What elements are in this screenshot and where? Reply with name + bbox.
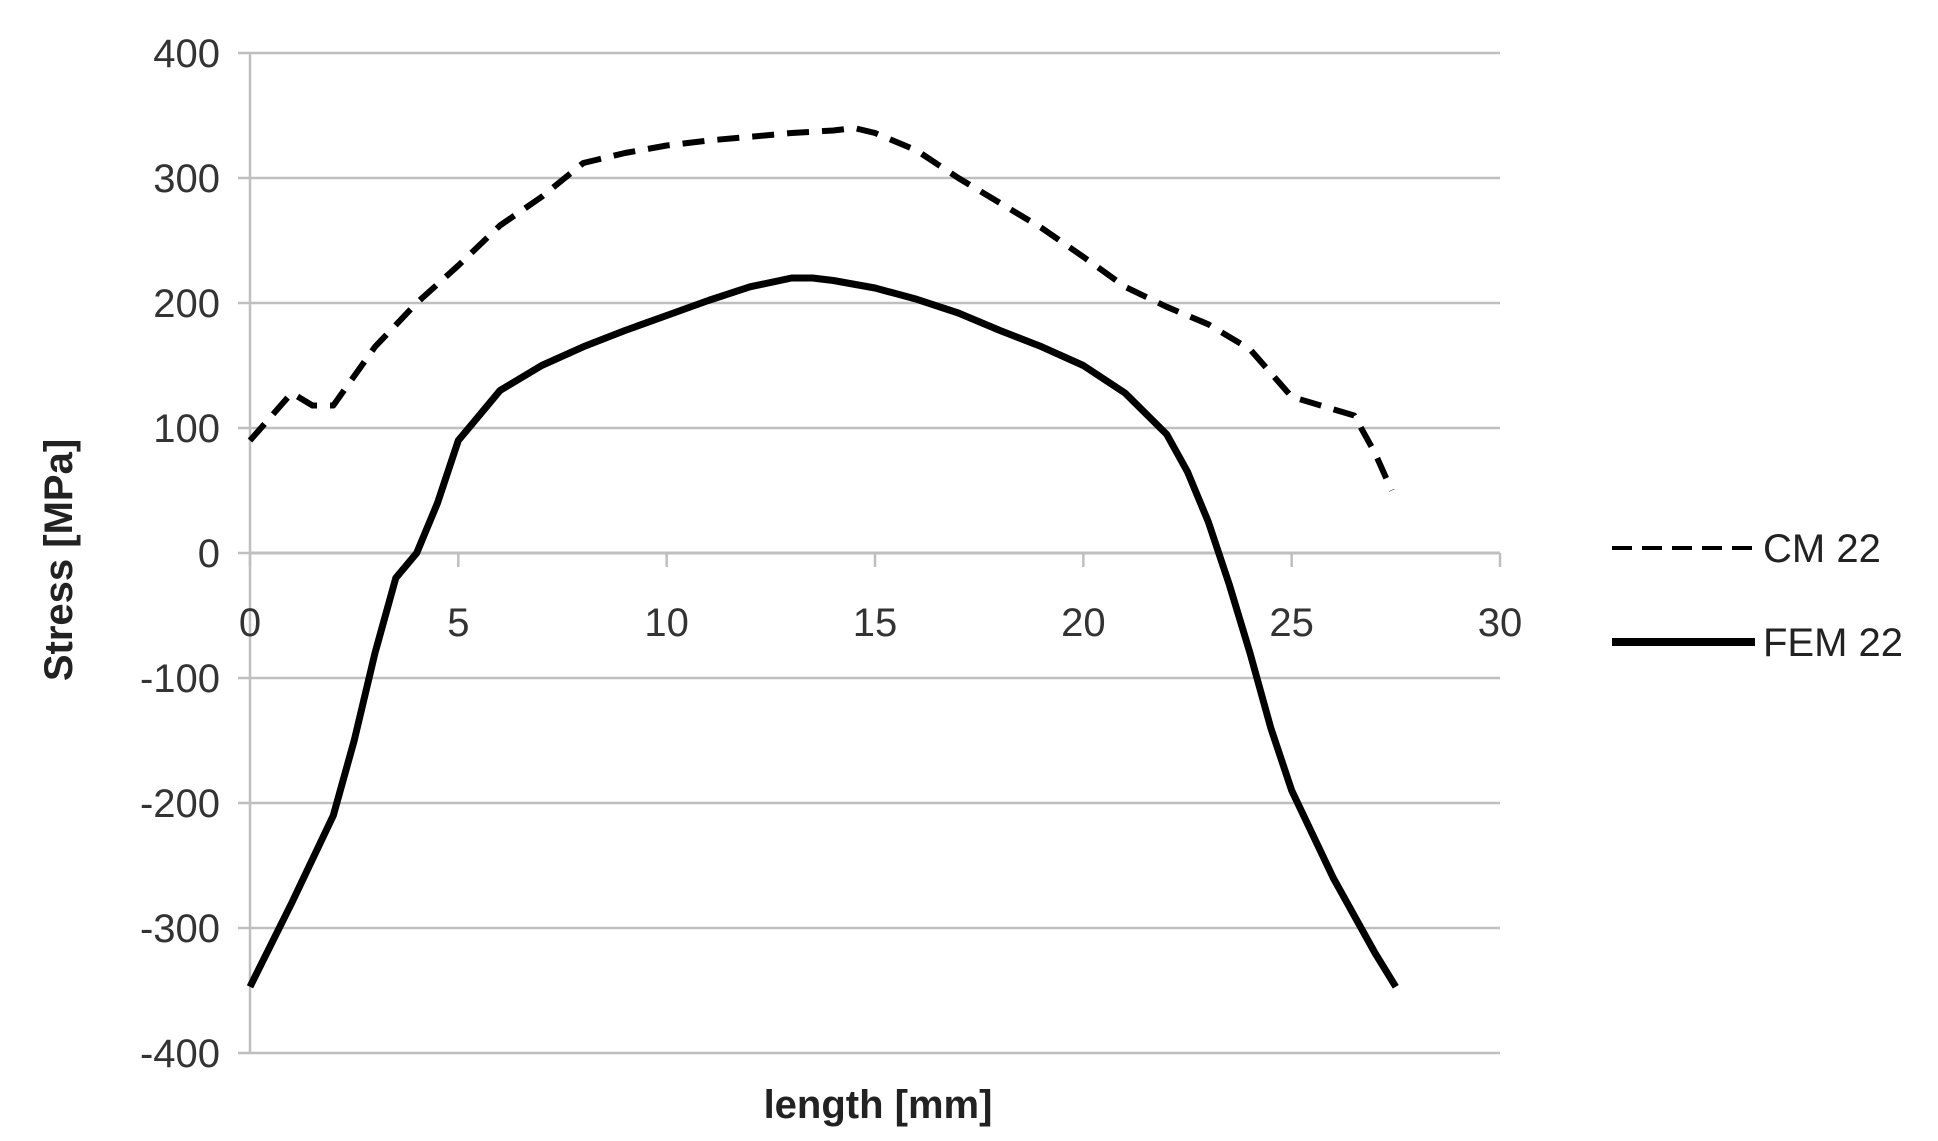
legend-label-0: CM 22 xyxy=(1763,527,1881,571)
y-tick-label: 0 xyxy=(198,532,220,576)
y-tick-label: 100 xyxy=(153,407,220,451)
y-axis-title: Stress [MPa] xyxy=(37,439,81,681)
x-tick-label: 5 xyxy=(447,601,469,645)
y-tick-label: 400 xyxy=(153,32,220,76)
x-tick-label: 30 xyxy=(1478,601,1523,645)
x-tick-label: 0 xyxy=(239,601,261,645)
x-tick-label: 15 xyxy=(853,601,898,645)
y-tick-label: -100 xyxy=(140,657,220,701)
y-tick-label: -300 xyxy=(140,907,220,951)
y-tick-label: -400 xyxy=(140,1032,220,1076)
series-line-1 xyxy=(246,274,1399,989)
x-tick-label: 10 xyxy=(644,601,689,645)
y-tick-label: -200 xyxy=(140,782,220,826)
series-line-0 xyxy=(247,125,1395,492)
series-lines xyxy=(246,125,1399,989)
x-axis-title: length [mm] xyxy=(764,1083,993,1127)
x-tick-label: 25 xyxy=(1269,601,1314,645)
y-tick-label: 300 xyxy=(153,157,220,201)
y-tick-label: 200 xyxy=(153,282,220,326)
x-tick-label: 20 xyxy=(1061,601,1106,645)
axes: 400 300 200 100 0 -100 -200 -300 -400 0 5 10 15 20 25 3… xyxy=(140,32,1522,1076)
legend: CM 22 FEM 22 xyxy=(1612,527,1903,665)
legend-label-1: FEM 22 xyxy=(1763,621,1903,665)
